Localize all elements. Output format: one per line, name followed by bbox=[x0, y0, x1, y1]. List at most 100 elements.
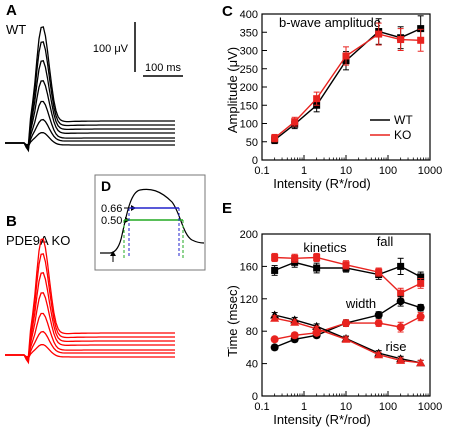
chart-c-ytick-label: 400 bbox=[240, 9, 258, 21]
chart-e-fall-ko-point bbox=[397, 289, 405, 297]
chart-c-ko-point bbox=[375, 30, 383, 38]
chart-e-ytick-label: 200 bbox=[240, 229, 258, 241]
chart-c-ko-point bbox=[397, 36, 405, 44]
inset-waveform bbox=[100, 188, 205, 254]
inset-stimulus-arrowhead bbox=[110, 251, 116, 256]
chart-c-xtick-label: 1000 bbox=[418, 165, 442, 177]
panel-a: A WT 100 μV 100 ms bbox=[5, 2, 183, 153]
chart-e-xtick-label: 100 bbox=[379, 401, 397, 413]
chart-e-ytick-label: 80 bbox=[246, 326, 258, 338]
wt-trace-1 bbox=[5, 131, 175, 148]
chart-e-xtick-label: 10 bbox=[340, 401, 352, 413]
legend-ko-label: KO bbox=[394, 128, 411, 142]
chart-e-xtick-label: 0.1 bbox=[254, 401, 269, 413]
chart-e-plot: 0.1 1 10 100 1000 0 40 80 120 160 200 bbox=[240, 229, 443, 413]
ko-trace-6 bbox=[5, 253, 175, 361]
chart-c-xtick-label: 10 bbox=[340, 165, 352, 177]
chart-e-ytick-label: 160 bbox=[240, 261, 258, 273]
group-label-fall: fall bbox=[377, 234, 394, 249]
group-label-rise: rise bbox=[386, 339, 407, 354]
panel-a-genotype: WT bbox=[6, 22, 26, 37]
chart-c-xtick-label: 100 bbox=[379, 165, 397, 177]
chart-e-rise-ko-point bbox=[270, 313, 280, 322]
chart-c-ytick-label: 0 bbox=[252, 155, 258, 167]
chart-e-ytick-label: 0 bbox=[252, 391, 258, 403]
chart-e-fall-ko-point bbox=[417, 279, 425, 287]
chart-e-width-wt-point bbox=[374, 311, 383, 319]
chart-c-ytick-label: 250 bbox=[240, 64, 258, 76]
chart-e-width-wt-point bbox=[396, 297, 405, 306]
chart-c-ytick-label: 50 bbox=[246, 137, 258, 149]
chart-c-ytick-label: 300 bbox=[240, 46, 258, 58]
chart-e-fall-wt-point bbox=[271, 266, 279, 274]
wt-trace-5 bbox=[5, 60, 175, 153]
chart-e-title: kinetics bbox=[303, 240, 347, 255]
chart-e-width-ko-point bbox=[396, 323, 405, 332]
chart-e-rise-ko-point bbox=[312, 324, 322, 333]
chart-e-xlabel: Intensity (R*/rod) bbox=[273, 412, 371, 427]
panel-e: E kinetics Intensity (R*/rod) Time (msec… bbox=[222, 200, 442, 427]
wt-trace-6 bbox=[5, 41, 175, 149]
legend-wt-label: WT bbox=[394, 113, 413, 127]
chart-c-wt-point bbox=[417, 25, 425, 33]
chart-e-xtick-label: 1000 bbox=[418, 401, 442, 413]
chart-c-ytick-label: 150 bbox=[240, 100, 258, 112]
ko-trace-5 bbox=[5, 272, 175, 365]
chart-e-width-ko-point bbox=[290, 331, 299, 340]
chart-e-rise-ko-point bbox=[396, 355, 406, 364]
chart-e-width-ko-point bbox=[342, 319, 350, 328]
chart-e-fall-ko-point bbox=[313, 253, 321, 261]
ko-trace-1 bbox=[5, 343, 175, 360]
chart-c-ytick-label: 200 bbox=[240, 82, 258, 94]
scale-time-label: 100 ms bbox=[145, 62, 182, 74]
chart-c-xtick-label: 0.1 bbox=[254, 165, 269, 177]
chart-e-rise-ko-point bbox=[374, 350, 384, 359]
ko-trace-7 bbox=[5, 238, 175, 358]
chart-c-xlabel: Intensity (R*/rod) bbox=[273, 176, 371, 191]
chart-c-ylabel: Amplitude (μV) bbox=[225, 47, 240, 133]
chart-c-ko-point bbox=[291, 118, 299, 126]
wt-trace-7 bbox=[5, 26, 175, 146]
scale-amplitude-label: 100 μV bbox=[93, 43, 129, 55]
panel-c-letter: C bbox=[222, 3, 233, 20]
chart-e-rise-ko-point bbox=[290, 317, 300, 326]
panel-a-letter: A bbox=[6, 2, 17, 19]
chart-e-fall-wt-point bbox=[397, 262, 405, 270]
chart-e-fall-ko-point bbox=[342, 261, 350, 269]
chart-c-ko-point bbox=[271, 134, 279, 142]
level-050-label: 0.50 bbox=[101, 215, 122, 227]
panel-b-letter: B bbox=[6, 213, 17, 230]
chart-e-rise-ko-point bbox=[341, 334, 351, 343]
chart-e-width-wt-point bbox=[270, 343, 279, 352]
chart-e-xtick-label: 1 bbox=[301, 401, 307, 413]
chart-c-ko-point bbox=[313, 95, 321, 103]
wt-trace-4 bbox=[5, 80, 175, 151]
chart-e-ytick-label: 120 bbox=[240, 294, 258, 306]
panel-d: D 0.66 0.50 bbox=[94, 174, 206, 271]
ko-trace-3 bbox=[5, 312, 175, 361]
wt-trace-3 bbox=[5, 100, 175, 149]
chart-c-title: b-wave amplitude bbox=[279, 15, 381, 30]
panel-e-letter: E bbox=[222, 200, 232, 217]
chart-e-ylabel: Time (msec) bbox=[225, 285, 240, 357]
chart-e-ytick-label: 40 bbox=[246, 359, 258, 371]
chart-e-width-ko-point bbox=[374, 319, 383, 328]
chart-c-ytick-label: 100 bbox=[240, 119, 258, 131]
chart-c-ko-point bbox=[417, 36, 425, 44]
panel-b: B PDE9A KO bbox=[5, 213, 175, 365]
chart-e-width-wt-point bbox=[416, 303, 425, 312]
chart-e-width-ko-point bbox=[270, 335, 279, 344]
level-066-label: 0.66 bbox=[101, 203, 122, 215]
panel-d-letter: D bbox=[101, 178, 111, 194]
chart-e-fall-ko-point bbox=[375, 268, 383, 276]
chart-c-ko-point bbox=[342, 52, 350, 60]
panel-c: C b-wave amplitude Intensity (R*/rod) Am… bbox=[222, 3, 442, 191]
wt-trace-group bbox=[5, 26, 175, 153]
chart-c-plot: 0.1 1 10 100 1000 0 50 100 150 200 250 300 350 400 WTK… bbox=[240, 9, 443, 177]
ko-trace-2 bbox=[5, 330, 175, 361]
ko-trace-group bbox=[5, 238, 175, 365]
chart-e-fall-ko-point bbox=[291, 254, 299, 262]
ko-trace-4 bbox=[5, 292, 175, 363]
chart-e-fall-wt-point bbox=[313, 264, 321, 272]
wt-trace-2 bbox=[5, 118, 175, 149]
